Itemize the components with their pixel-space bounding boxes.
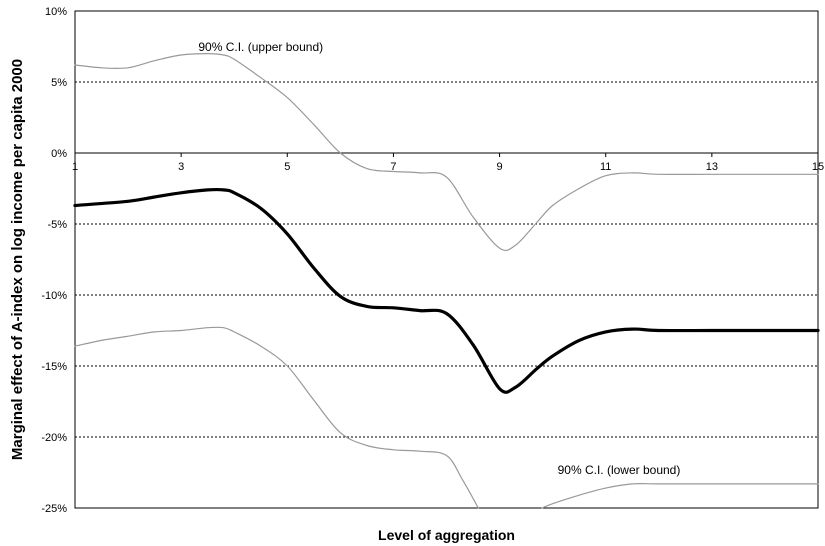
y-axis-label: Marginal effect of A-index on log income…	[9, 59, 26, 460]
x-tick-label: 13	[706, 161, 718, 173]
lower-bound-line	[74, 326, 479, 509]
x-tick-label: 11	[600, 161, 611, 173]
annotation-label: 90% C.I. (lower bound)	[558, 463, 681, 477]
y-tick-label: 5%	[51, 77, 67, 89]
y-axis-ticks: 10% 5% 0% -5% -10% -15% -20% -25%	[41, 6, 67, 515]
x-tick-label: 9	[497, 161, 503, 173]
estimate-line	[73, 187, 820, 394]
y-tick-label: -10%	[41, 290, 67, 302]
y-tick-label: 10%	[45, 6, 67, 18]
series-lines	[73, 53, 820, 509]
y-tick-label: -15%	[41, 361, 67, 373]
lower-bound-line	[541, 482, 819, 509]
x-tick-label: 5	[284, 161, 290, 173]
plot-area-frame	[74, 10, 819, 509]
annotations: 90% C.I. (upper bound) 90% C.I. (lower bo…	[198, 40, 680, 477]
y-tick-label: 0%	[51, 148, 67, 160]
y-tick-label: -5%	[47, 219, 67, 231]
x-tick-label: 1	[72, 161, 78, 173]
x-tick-label: 15	[812, 161, 824, 173]
annotation-label: 90% C.I. (upper bound)	[198, 40, 323, 54]
upper-bound-line	[74, 53, 819, 252]
x-axis-label: Level of aggregation	[378, 527, 515, 543]
y-tick-label: -25%	[41, 503, 67, 515]
y-tick-label: -20%	[41, 432, 67, 444]
x-tick-label: 3	[178, 161, 184, 173]
x-axis-ticks: 1 3 5 7 9 11 13 15	[72, 152, 824, 173]
x-tick-label: 7	[390, 161, 396, 173]
